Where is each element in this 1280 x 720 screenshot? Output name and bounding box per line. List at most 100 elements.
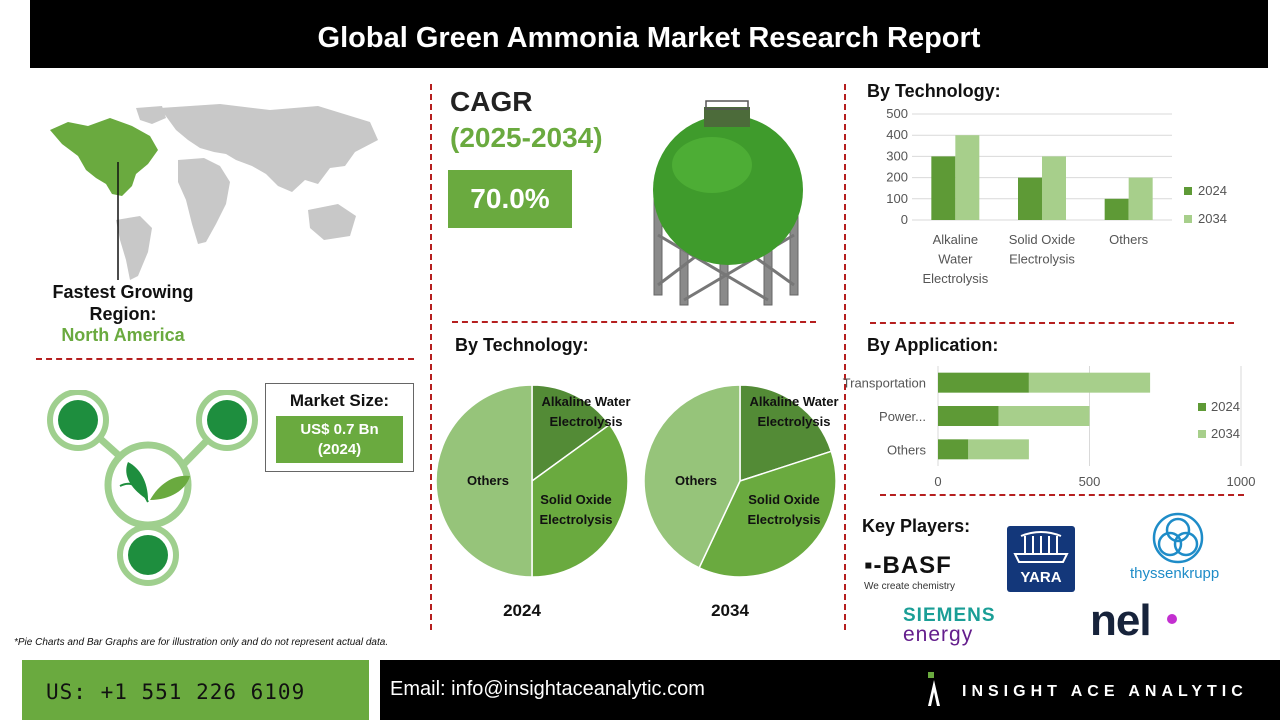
y-tick-label: 200 — [886, 170, 908, 185]
x-category-label: Others — [1109, 232, 1149, 247]
pie-slice-label: Electrolysis — [550, 414, 623, 429]
divider-left — [430, 84, 432, 630]
x-tick-label: 1000 — [1227, 474, 1256, 489]
basf-logo: ▪-BASF We create chemistry — [864, 552, 955, 592]
legend-label: 2034 — [1198, 211, 1227, 226]
bar-2034 — [1028, 372, 1151, 393]
x-category-label: Electrolysis — [1009, 252, 1075, 267]
legend-swatch-2034 — [1198, 430, 1206, 438]
pie-slice — [435, 384, 533, 578]
basf-wordmark: ▪-BASF — [864, 552, 952, 579]
viking-ship-icon — [1013, 531, 1069, 563]
legend-swatch-2024 — [1184, 187, 1192, 195]
pie-year-label: 2034 — [711, 601, 749, 620]
cagr-years: (2025-2034) — [450, 122, 603, 153]
y-tick-label: 0 — [901, 212, 908, 227]
market-size-value: US$ 0.7 Bn (2024) — [276, 416, 403, 463]
bar-2034 — [955, 135, 980, 220]
pie-slice-label: Alkaline Water — [749, 394, 838, 409]
basf-tagline: We create chemistry — [864, 581, 955, 592]
y-category-label: Power... — [879, 409, 926, 424]
bar-2034 — [1128, 177, 1153, 220]
bar-2024 — [938, 439, 969, 460]
cagr-label: CAGR — [450, 86, 533, 117]
nel-dot-icon — [1167, 614, 1177, 624]
divider-cagr — [452, 321, 816, 323]
x-category-label: Solid Oxide — [1009, 232, 1075, 247]
region-value: North America — [61, 325, 185, 345]
greenland — [136, 106, 166, 124]
pie-slice-label: Alkaline Water — [541, 394, 630, 409]
y-tick-label: 400 — [886, 127, 908, 142]
key-players-title: Key Players: — [862, 516, 971, 536]
insight-ace-logo-icon — [928, 672, 940, 706]
legend-label: 2024 — [1211, 399, 1240, 414]
pie-slice-label: Electrolysis — [540, 512, 613, 527]
pie-slice — [739, 384, 833, 483]
bar-2024 — [1104, 198, 1129, 220]
ammonia-tank-icon — [653, 100, 803, 306]
pie-slice — [643, 384, 741, 569]
tech-pie-title: By Technology: — [455, 335, 589, 355]
north-america — [50, 118, 158, 196]
market-size-title: Market Size: — [289, 391, 390, 410]
footnote: *Pie Charts and Bar Graphs are for illus… — [14, 637, 389, 648]
thyssenkrupp-emblem-icon — [1152, 512, 1204, 564]
bar-2024 — [938, 406, 999, 426]
x-category-label: Water — [938, 252, 973, 267]
x-category-label: Electrolysis — [922, 271, 988, 286]
continents — [116, 104, 378, 280]
pie-slice-label: Solid Oxide — [540, 492, 612, 507]
yara-wordmark: YARA — [1020, 569, 1062, 586]
pie-slice-label: Electrolysis — [758, 414, 831, 429]
bar-2024 — [938, 372, 1029, 393]
pie-slice-label: Solid Oxide — [748, 492, 820, 507]
x-tick-label: 500 — [1079, 474, 1101, 489]
pie-year-label: 2024 — [503, 601, 541, 620]
bar-2024 — [1018, 177, 1042, 220]
tech-pie-charts: Alkaline Water Electrolysis Solid Oxide Ele… — [435, 384, 839, 620]
y-category-label: Others — [887, 442, 927, 457]
market-size-card: Market Size: US$ 0.7 Bn (2024) — [265, 383, 414, 472]
legend-swatch-2024 — [1198, 403, 1206, 411]
pie-slice-label: Others — [467, 473, 509, 488]
y-category-label: Transportation — [843, 376, 926, 391]
nel-wordmark: nel — [1090, 596, 1152, 645]
application-bar-chart: 0 500 1000 Transportation Power... Others 2024… — [843, 366, 1256, 489]
pie-slice-label: Others — [675, 473, 717, 488]
application-title: By Application: — [867, 335, 999, 355]
page-title: Global Green Ammonia Market Research Rep… — [30, 0, 1268, 68]
siemens-energy-logo: SIEMENS energy — [903, 605, 996, 646]
pie-slice — [531, 384, 611, 483]
divider-region — [36, 358, 414, 360]
divider-tech-bar — [870, 322, 1234, 324]
bar-2034 — [998, 406, 1090, 426]
siemens-wordmark: SIEMENS — [903, 605, 996, 626]
footer-email: Email: info@insightaceanalytic.com — [390, 678, 705, 700]
footer-brand: INSIGHT ACE ANALYTIC — [962, 683, 1248, 700]
thyssenkrupp-wordmark: thyssenkrupp — [1130, 565, 1220, 582]
cagr-value: 70.0% — [448, 170, 572, 228]
divider-right — [844, 84, 846, 630]
yara-logo: YARA — [1007, 526, 1075, 592]
energy-wordmark: energy — [903, 623, 974, 646]
bar-2034 — [1042, 156, 1066, 220]
pie-slice-label: Electrolysis — [748, 512, 821, 527]
bar-2034 — [968, 439, 1029, 460]
molecule-plant-icon — [47, 390, 258, 586]
tech-bar-title: By Technology: — [867, 81, 1001, 101]
x-category-label: Alkaline — [933, 232, 979, 247]
pie-slice — [531, 423, 629, 578]
legend-label: 2034 — [1211, 426, 1240, 441]
x-tick-label: 0 — [934, 474, 941, 489]
divider-app — [880, 494, 1244, 496]
bar-2024 — [931, 156, 956, 220]
y-tick-label: 500 — [886, 106, 908, 121]
y-tick-label: 300 — [886, 148, 908, 163]
y-tick-label: 100 — [886, 191, 908, 206]
region-title: Fastest Growing Region: — [52, 282, 194, 324]
footer-bar: Email: info@insightaceanalytic.com INSIG… — [380, 660, 1280, 720]
world-map — [50, 104, 378, 280]
pie-slice — [698, 450, 837, 578]
footer-phone: US: +1 551 226 6109 — [22, 660, 369, 720]
